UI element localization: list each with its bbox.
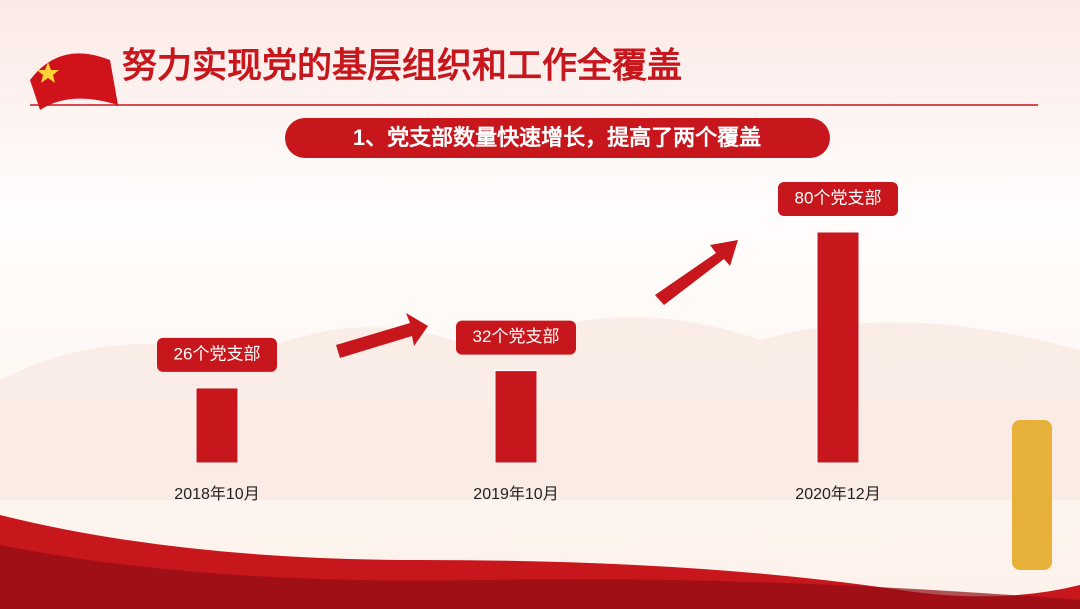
bar bbox=[195, 387, 239, 464]
value-label-box bbox=[778, 182, 898, 216]
x-tick-label: 2019年10月 bbox=[473, 485, 558, 503]
value-label: 26个党支部 bbox=[174, 344, 261, 363]
flag bbox=[30, 53, 118, 110]
value-label: 80个党支部 bbox=[795, 188, 882, 207]
subtitle: 1、党支部数量快速增长，提高了两个覆盖 bbox=[353, 125, 761, 150]
bar bbox=[816, 231, 860, 464]
ribbon-shadow bbox=[0, 545, 1080, 609]
x-tick-label: 2018年10月 bbox=[174, 485, 259, 503]
flag-star bbox=[37, 62, 59, 83]
pillar bbox=[1012, 420, 1052, 570]
value-label-box bbox=[456, 320, 576, 355]
bar bbox=[494, 370, 538, 464]
arrow bbox=[336, 313, 428, 358]
plot: 26个党支部 2018年10月 32个党支部 2019年10月 80个党支部 2020年1… bbox=[157, 182, 898, 503]
subtitle-pill bbox=[285, 118, 830, 158]
value-label: 32个党支部 bbox=[473, 327, 560, 346]
value-label-box bbox=[157, 337, 277, 372]
title: 努力实现党的基层组织和工作全覆盖 bbox=[122, 45, 682, 85]
x-tick-label: 2020年12月 bbox=[795, 485, 880, 503]
arrow bbox=[655, 240, 738, 305]
